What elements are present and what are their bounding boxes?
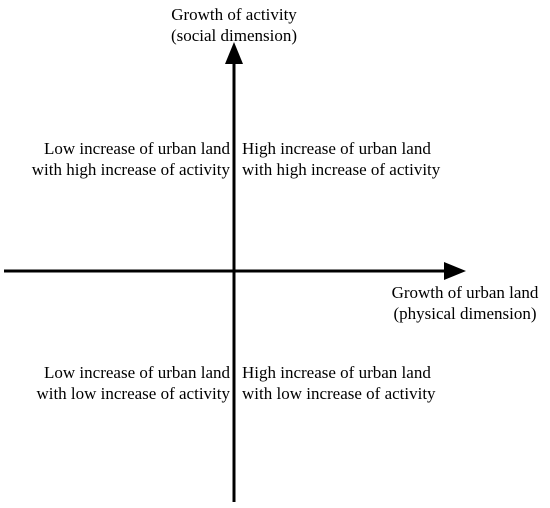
- y-axis-arrowhead: [225, 42, 243, 64]
- quadrant-bottom-right-line1: High increase of urban land: [242, 363, 431, 382]
- y-axis-label-line2: (social dimension): [170, 26, 298, 45]
- x-axis-label-line2: (physical dimension): [393, 304, 537, 323]
- quadrant-bottom-left: Low increase of urban land with low incr…: [4, 362, 230, 404]
- quadrant-bottom-left-line1: Low increase of urban land: [44, 363, 230, 382]
- quadrant-top-left: Low increase of urban land with high inc…: [4, 138, 230, 180]
- x-axis-label: Growth of urban land (physical dimension…: [380, 282, 550, 324]
- quadrant-bottom-left-line2: with low increase of activity: [36, 384, 230, 403]
- x-axis-arrowhead: [444, 262, 466, 280]
- quadrant-top-left-line2: with high increase of activity: [31, 160, 230, 179]
- y-axis-label: Growth of activity (social dimension): [134, 4, 334, 46]
- y-axis-label-line1: Growth of activity: [171, 5, 297, 24]
- quadrant-top-left-line1: Low increase of urban land: [44, 139, 230, 158]
- x-axis-label-line1: Growth of urban land: [391, 283, 539, 302]
- quadrant-top-right: High increase of urban land with high in…: [242, 138, 482, 180]
- quadrant-top-right-line2: with high increase of activity: [242, 160, 441, 179]
- quadrant-top-right-line1: High increase of urban land: [242, 139, 431, 158]
- quadrant-bottom-right-line2: with low increase of activity: [242, 384, 436, 403]
- quadrant-bottom-right: High increase of urban land with low inc…: [242, 362, 482, 404]
